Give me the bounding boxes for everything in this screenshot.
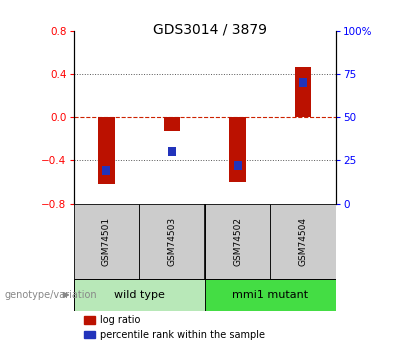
Bar xyxy=(164,117,180,131)
Bar xyxy=(84,331,94,338)
Bar xyxy=(229,117,246,182)
Bar xyxy=(205,279,336,311)
Text: mmi1 mutant: mmi1 mutant xyxy=(232,290,308,300)
Text: GSM74504: GSM74504 xyxy=(299,217,308,266)
Bar xyxy=(295,67,311,117)
Text: log ratio: log ratio xyxy=(100,315,140,325)
Bar xyxy=(74,204,139,279)
Bar xyxy=(168,148,176,156)
Text: GSM74503: GSM74503 xyxy=(168,217,176,266)
Bar xyxy=(98,117,115,184)
Bar xyxy=(74,279,205,311)
Text: GSM74502: GSM74502 xyxy=(233,217,242,266)
Bar xyxy=(299,79,307,87)
Text: GSM74501: GSM74501 xyxy=(102,217,111,266)
Text: genotype/variation: genotype/variation xyxy=(4,290,97,300)
Bar xyxy=(102,167,110,175)
Text: percentile rank within the sample: percentile rank within the sample xyxy=(100,330,265,340)
Text: wild type: wild type xyxy=(114,290,165,300)
Text: GDS3014 / 3879: GDS3014 / 3879 xyxy=(153,22,267,37)
Bar xyxy=(205,204,270,279)
Bar xyxy=(234,161,241,170)
Bar xyxy=(84,316,94,324)
Bar xyxy=(139,204,205,279)
Bar xyxy=(270,204,336,279)
